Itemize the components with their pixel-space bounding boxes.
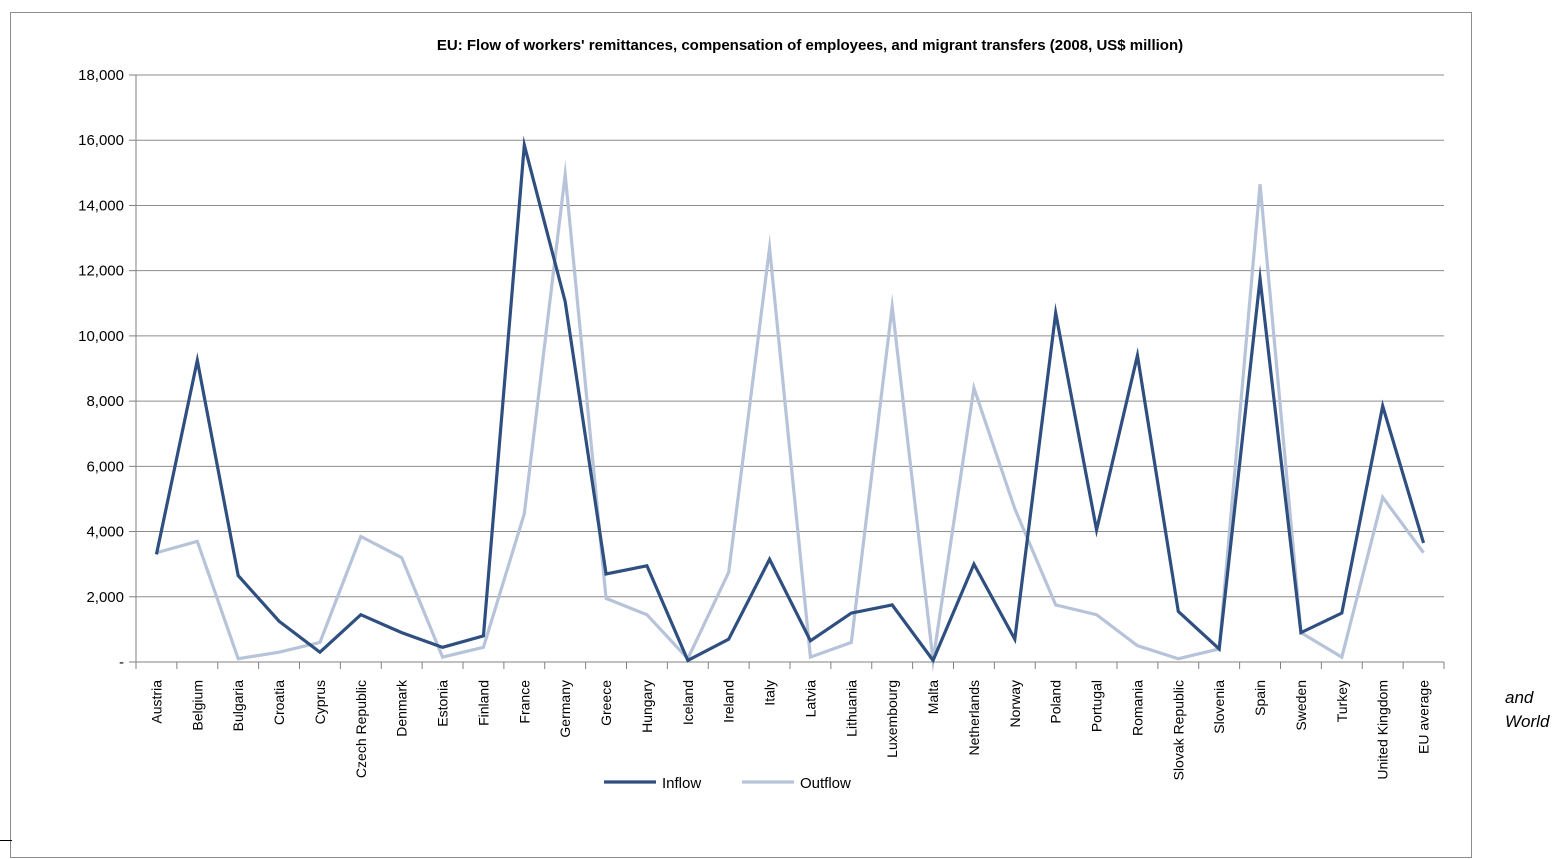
x-tick-label: Austria [148, 680, 164, 724]
x-tick-label: Ireland [721, 680, 737, 723]
y-tick-label: 8,000 [86, 393, 124, 410]
x-tick-label: EU average [1416, 680, 1432, 754]
x-tick-label: Denmark [394, 679, 410, 737]
page-edge-mark [0, 840, 12, 841]
x-tick-label: Spain [1252, 680, 1268, 716]
x-tick-label: Portugal [1089, 680, 1105, 732]
x-tick-label: Germany [557, 680, 573, 738]
y-tick-label: 16,000 [78, 132, 124, 149]
series-line-outflow [156, 159, 1425, 673]
x-tick-label: Bulgaria [230, 680, 246, 732]
x-tick-label: Lithuania [843, 680, 859, 737]
x-tick-label: Cyprus [312, 680, 328, 724]
x-tick-label: Sweden [1293, 680, 1309, 731]
x-tick-label: Slovenia [1211, 680, 1227, 734]
chart-title: EU: Flow of workers' remittances, compen… [437, 37, 1183, 54]
x-tick-label: Luxembourg [884, 680, 900, 758]
y-tick-label: 2,000 [86, 589, 124, 606]
x-tick-label: Norway [1007, 680, 1023, 727]
x-tick-label: Romania [1129, 680, 1145, 736]
x-tick-label: Belgium [189, 680, 205, 731]
side-text-world: World [1505, 712, 1550, 731]
x-tick-label: Slovak Republic [1170, 680, 1186, 780]
x-tick-label: Finland [475, 680, 491, 726]
x-tick-label: France [516, 680, 532, 724]
x-tick-label: Croatia [271, 680, 287, 725]
y-tick-label: 12,000 [78, 263, 124, 280]
side-text-and: and [1505, 688, 1534, 707]
x-tick-label: Latvia [802, 680, 818, 718]
x-tick-label: Italy [762, 680, 778, 706]
x-tick-label: Czech Republic [353, 680, 369, 778]
x-tick-label: Malta [925, 680, 941, 714]
y-tick-label: 4,000 [86, 524, 124, 541]
x-tick-label: Turkey [1334, 680, 1350, 722]
x-tick-label: Hungary [639, 680, 655, 733]
legend-label-inflow: Inflow [662, 775, 701, 792]
x-tick-label: Netherlands [966, 680, 982, 756]
x-tick-label: Iceland [680, 680, 696, 725]
y-tick-label: - [119, 654, 124, 671]
x-tick-label: Estonia [435, 680, 451, 727]
x-tick-label: Poland [1048, 680, 1064, 724]
y-tick-label: 6,000 [86, 458, 124, 475]
legend-label-outflow: Outflow [800, 775, 851, 792]
x-tick-label: United Kingdom [1375, 680, 1391, 780]
x-tick-label: Greece [598, 680, 614, 726]
y-tick-label: 18,000 [78, 67, 124, 84]
chart-frame [10, 12, 1472, 858]
y-tick-label: 14,000 [78, 197, 124, 214]
y-tick-label: 10,000 [78, 328, 124, 345]
series-line-inflow [154, 135, 1426, 664]
